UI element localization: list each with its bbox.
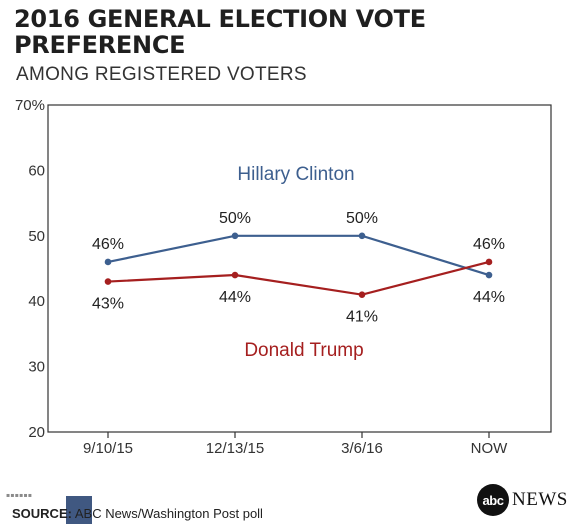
data-label: 44% bbox=[473, 289, 505, 306]
data-label: 46% bbox=[473, 236, 505, 253]
data-point bbox=[485, 271, 493, 279]
chart-title: 2016 GENERAL ELECTION VOTE PREFERENCE bbox=[14, 5, 426, 59]
data-point bbox=[358, 291, 366, 298]
source-text: ABC News/Washington Post poll bbox=[71, 506, 263, 521]
series-label-trump: Donald Trump bbox=[244, 340, 363, 361]
data-label: 41% bbox=[346, 309, 378, 326]
abc-logo-icon: abc bbox=[477, 484, 509, 516]
watermark-icon: ▪▪▪▪▪▪ bbox=[6, 492, 33, 499]
plot-frame bbox=[47, 104, 552, 433]
series-line bbox=[107, 260, 490, 296]
x-tick-label: 3/6/16 bbox=[341, 440, 383, 457]
abc-news-logo: abc NEWS bbox=[477, 484, 568, 516]
x-tick-label: NOW bbox=[471, 440, 509, 457]
data-point bbox=[104, 258, 112, 266]
source-note: SOURCE: ABC News/Washington Post poll bbox=[12, 506, 263, 521]
y-tick-label: 60 bbox=[28, 162, 45, 179]
data-label: 44% bbox=[219, 289, 251, 306]
data-point bbox=[231, 271, 239, 279]
source-label: SOURCE: bbox=[12, 506, 72, 521]
y-tick-label: 70% bbox=[15, 97, 45, 114]
data-label: 43% bbox=[92, 296, 124, 313]
x-tick-label: 12/13/15 bbox=[206, 440, 264, 457]
y-tick-label: 40 bbox=[28, 293, 45, 310]
x-tick-label: 9/10/15 bbox=[83, 440, 133, 457]
data-label: 46% bbox=[92, 236, 124, 253]
abc-news-wordmark: NEWS bbox=[512, 489, 568, 510]
series-line bbox=[107, 234, 490, 277]
data-label: 50% bbox=[346, 210, 378, 227]
chart-subtitle: AMONG REGISTERED VOTERS bbox=[16, 64, 307, 85]
data-label: 50% bbox=[219, 210, 251, 227]
data-point bbox=[485, 258, 493, 266]
y-tick-label: 50 bbox=[28, 228, 45, 245]
y-tick-label: 30 bbox=[28, 359, 45, 376]
series-label-clinton: Hillary Clinton bbox=[237, 164, 354, 185]
y-tick-label: 20 bbox=[28, 424, 45, 441]
data-point bbox=[358, 232, 366, 240]
data-point bbox=[231, 232, 239, 240]
data-point bbox=[104, 278, 112, 285]
watermark-badge-icon bbox=[66, 496, 92, 524]
